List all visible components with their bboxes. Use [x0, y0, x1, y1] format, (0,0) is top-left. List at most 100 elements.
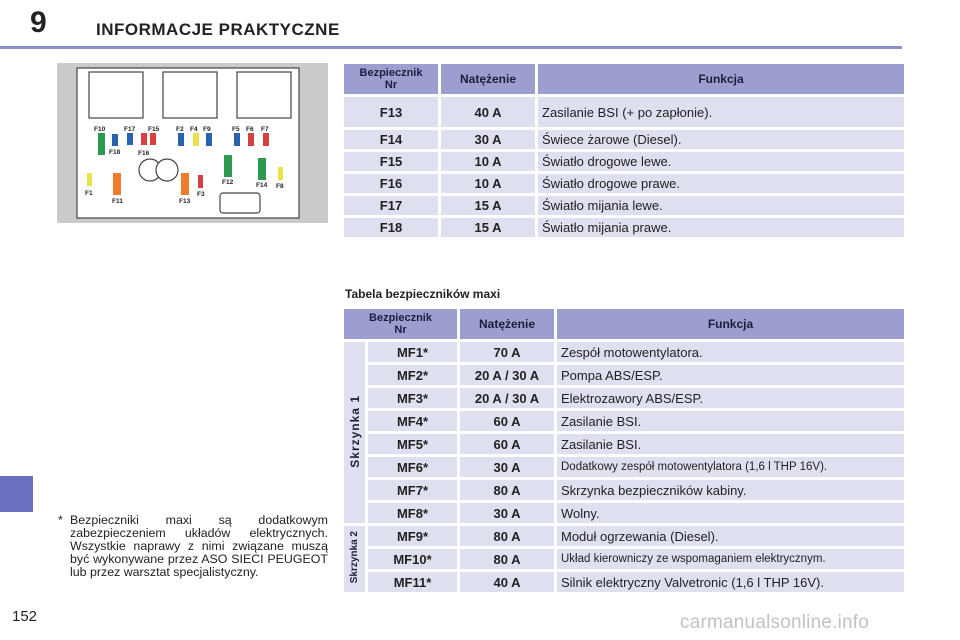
fuse-f18	[112, 134, 118, 146]
header-current: Natężenie	[441, 64, 535, 94]
label-f5: F5	[232, 126, 240, 133]
footnote-text: Bezpieczniki maxi są dodatkowym zabezpie…	[70, 513, 328, 579]
maxi-fuse-table: Bezpiecznik Nr Natężenie Funkcja Skrzynka…	[341, 306, 907, 595]
fuse-f10	[98, 133, 105, 155]
fuse-number: F13	[344, 97, 438, 127]
relay-slot-2	[162, 71, 218, 119]
fuse-f11	[113, 173, 121, 195]
label-f4: F4	[190, 126, 198, 133]
fuse-function: Zasilanie BSI.	[557, 434, 904, 454]
label-f8: F8	[276, 183, 284, 190]
table-row: MF4* 60 A Zasilanie BSI.	[344, 411, 904, 431]
fuse-function: Światło mijania lewe.	[538, 196, 904, 215]
label-f2: F2	[176, 126, 184, 133]
group-box-1: Skrzynka 1	[344, 342, 365, 523]
relay-slot-1	[88, 71, 144, 119]
fuse-f4	[193, 133, 199, 146]
label-f17: F17	[124, 126, 136, 133]
label-f1: F1	[85, 190, 93, 197]
fuse-current: 10 A	[441, 174, 535, 193]
label-f14: F14	[256, 182, 268, 189]
table-row: F16 10 A Światło drogowe prawe.	[344, 174, 904, 193]
fuse-f5	[234, 133, 240, 146]
group-box-1-label: Skrzynka 1	[347, 394, 362, 468]
table-row: Skrzynka 1 MF1* 70 A Zespół motowentylat…	[344, 342, 904, 523]
fuse-current: 80 A	[460, 526, 554, 546]
fuse-function: Światło drogowe lewe.	[538, 152, 904, 171]
label-f11: F11	[112, 198, 123, 205]
fuse-f17	[127, 133, 133, 145]
fuse-table: Bezpiecznik Nr Natężenie Funkcja F13 40 A…	[341, 61, 907, 240]
fuse-current: 40 A	[441, 97, 535, 127]
fuse-function: Moduł ogrzewania (Diesel).	[557, 526, 904, 546]
fuse-f2	[178, 133, 184, 146]
table-row: Skrzynka 2 MF9* 80 A Moduł ogrzewania (D…	[344, 526, 904, 592]
fuse-f8	[278, 167, 283, 180]
table-row: MF2* 20 A / 30 A Pompa ABS/ESP.	[344, 365, 904, 385]
fuse-number: MF9*	[368, 526, 457, 546]
fuse-current: 20 A / 30 A	[460, 388, 554, 408]
fuse-number: F18	[344, 218, 438, 237]
fuse-current: 60 A	[460, 434, 554, 454]
fuse-number: MF4*	[368, 411, 457, 431]
chapter-title: INFORMACJE PRAKTYCZNE	[96, 20, 340, 39]
fuse-number: F17	[344, 196, 438, 215]
table-row: MF8* 30 A Wolny.	[344, 503, 904, 523]
fuse-f15	[141, 133, 147, 145]
label-f16: F16	[138, 150, 150, 157]
header-fuse-number: Bezpiecznik Nr	[344, 64, 438, 94]
table-row: MF11* 40 A Silnik elektryczny Valvetroni…	[344, 572, 904, 592]
fuse-current: 60 A	[460, 411, 554, 431]
fuse-number: F15	[344, 152, 438, 171]
fuse-function: Elektrozawory ABS/ESP.	[557, 388, 904, 408]
table-row: F17 15 A Światło mijania lewe.	[344, 196, 904, 215]
fuse-function: Światło mijania prawe.	[538, 218, 904, 237]
label-f15: F15	[148, 126, 160, 133]
fuse-current: 40 A	[460, 572, 554, 592]
table-row: F15 10 A Światło drogowe lewe.	[344, 152, 904, 171]
fuse-number: MF1*	[368, 342, 457, 362]
fuse-number: MF7*	[368, 480, 457, 500]
fuse-number: MF2*	[368, 365, 457, 385]
fuse-f14	[258, 158, 266, 180]
chapter-side-tab	[0, 476, 33, 512]
table-row: MF10* 80 A Układ kierowniczy ze wspomaga…	[344, 549, 904, 569]
label-f12: F12	[222, 179, 234, 186]
header-fuse-number: Bezpiecznik Nr	[344, 309, 457, 339]
label-f13: F13	[179, 198, 191, 205]
fuse-f1	[87, 173, 92, 186]
fuse-f12	[224, 155, 232, 177]
chapter-number: 9	[30, 6, 47, 39]
watermark: carmanualsonline.info	[680, 612, 870, 633]
label-f10: F10	[94, 126, 106, 133]
header-current: Natężenie	[460, 309, 554, 339]
fuse-current: 10 A	[441, 152, 535, 171]
diagram-connector	[219, 192, 261, 214]
fuse-f16	[150, 133, 156, 145]
table-row: MF6* 30 A Dodatkowy zespół motowentylato…	[344, 457, 904, 477]
fuse-number: MF6*	[368, 457, 457, 477]
table-row: F13 40 A Zasilanie BSI (+ po zapłonie).	[344, 97, 904, 127]
fuse-f13	[181, 173, 189, 195]
fuse-current: 30 A	[460, 503, 554, 523]
header-rule	[0, 46, 902, 49]
fuse-box-diagram: F10 F17 F15 F2 F4 F9 F5 F6 F7 F18 F16 F1…	[57, 63, 328, 223]
table-row: MF7* 80 A Skrzynka bezpieczników kabiny.	[344, 480, 904, 500]
fuse-function: Pompa ABS/ESP.	[557, 365, 904, 385]
fuse-f3	[198, 175, 203, 188]
fuse-function: Świece żarowe (Diesel).	[538, 130, 904, 149]
fuse-number: MF8*	[368, 503, 457, 523]
fuse-function: Zespół motowentylatora.	[557, 342, 904, 362]
label-f9: F9	[203, 126, 211, 133]
group-box-2-label: Skrzynka 2	[349, 531, 360, 584]
fuse-number: MF11*	[368, 572, 457, 592]
footnote-marker: *	[58, 513, 63, 527]
fuse-function: Dodatkowy zespół motowentylatora (1,6 l …	[557, 457, 904, 477]
maxi-fuse-table-title: Tabela bezpieczników maxi	[345, 287, 501, 301]
fuse-current: 80 A	[460, 480, 554, 500]
header-function: Funkcja	[538, 64, 904, 94]
fuse-function: Skrzynka bezpieczników kabiny.	[557, 480, 904, 500]
fuse-current: 15 A	[441, 196, 535, 215]
group-box-2: Skrzynka 2	[344, 526, 365, 592]
fuse-function: Układ kierowniczy ze wspomaganiem elektr…	[557, 549, 904, 569]
